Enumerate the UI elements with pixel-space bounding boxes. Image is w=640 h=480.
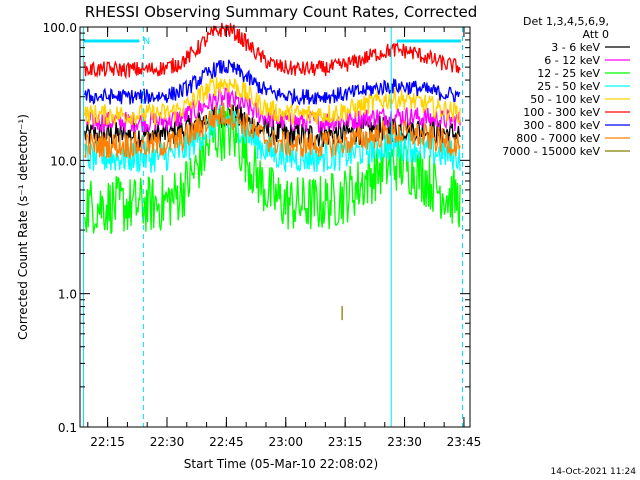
series-line — [84, 22, 461, 80]
series-5 — [84, 76, 461, 127]
x-tick-label: 23:15 — [328, 435, 363, 449]
legend-entry-label: 25 - 50 keV — [537, 80, 600, 93]
series-line — [84, 59, 461, 106]
x-tick-label: 23:00 — [268, 435, 303, 449]
y-tick-label: 1.0 — [58, 288, 77, 302]
y-tick-label: 100.0 — [43, 21, 77, 35]
series-7 — [84, 59, 461, 106]
y-axis-label: Corrected Count Rate (s⁻¹ detector⁻¹) — [16, 114, 30, 340]
series-line — [84, 76, 461, 127]
plot-area: N 0.1 1.0 10.0 100.0 22:15 22:30 22:45 23:00 23:… — [43, 21, 482, 449]
footer-date: 14-Oct-2021 11:24 — [551, 467, 637, 477]
night-label: N — [143, 37, 150, 47]
series-line — [84, 102, 461, 160]
legend-entry-label: 6 - 12 keV — [544, 54, 600, 67]
series-2 — [84, 86, 461, 133]
legend-entry-label: 12 - 25 keV — [537, 67, 600, 80]
series-6 — [84, 22, 461, 80]
series-line — [84, 86, 461, 133]
y-tick-label: 0.1 — [58, 421, 77, 435]
legend-header-line: Att 0 — [583, 28, 609, 41]
legend-entry-label: 800 - 7000 keV — [516, 132, 600, 145]
legend-entry-label: 300 - 800 keV — [523, 119, 600, 132]
legend-entry-label: 50 - 100 keV — [530, 93, 600, 106]
legend-entry-label: 100 - 300 keV — [523, 106, 600, 119]
legend-entry-label: 7000 - 15000 keV — [502, 145, 600, 158]
legend-header-line: Det 1,3,4,5,6,9, — [523, 15, 609, 28]
plot-frame — [79, 26, 471, 428]
legend-entry-label: 3 - 6 keV — [551, 41, 600, 54]
x-tick-label: 22:15 — [90, 435, 125, 449]
x-tick-label: 22:30 — [150, 435, 185, 449]
x-tick-label: 23:30 — [387, 435, 422, 449]
x-tick-label: 22:45 — [209, 435, 244, 449]
series-8 — [84, 102, 461, 160]
y-tick-label: 10.0 — [50, 154, 77, 168]
x-tick-label: 23:45 — [447, 435, 482, 449]
chart-title: RHESSI Observing Summary Count Rates, Co… — [85, 3, 478, 21]
x-axis-label: Start Time (05-Mar-10 22:08:02) — [184, 457, 378, 471]
